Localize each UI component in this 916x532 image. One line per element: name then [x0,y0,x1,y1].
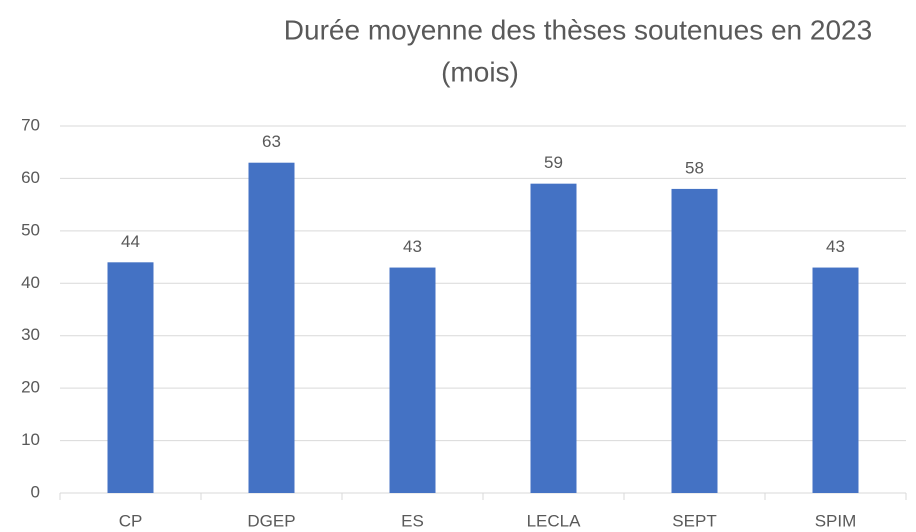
y-tick-label: 30 [21,325,40,344]
y-tick-label: 60 [21,168,40,187]
x-tick-label: LECLA [527,511,582,530]
bar [248,162,295,493]
x-tick-label: CP [119,511,143,530]
y-tick-label: 40 [21,273,40,292]
x-tick-label: DGEP [247,511,295,530]
y-tick-label: 10 [21,430,40,449]
data-label: 58 [685,158,704,177]
y-tick-label: 50 [21,220,40,239]
bar [671,188,718,493]
y-tick-label: 0 [31,482,40,501]
data-label: 44 [121,232,140,251]
x-tick-label: SPIM [815,511,857,530]
data-label: 43 [826,237,845,256]
x-tick-label: ES [401,511,424,530]
y-tick-label: 70 [21,115,40,134]
y-tick-label: 20 [21,378,40,397]
data-label: 43 [403,237,422,256]
chart-title: Durée moyenne des thèses soutenues en 20… [284,14,872,45]
data-label: 63 [262,132,281,151]
chart-title: (mois) [441,56,519,87]
bar [389,267,436,493]
data-label: 59 [544,153,563,172]
bar [107,262,154,493]
x-tick-label: SEPT [672,511,716,530]
bar [812,267,859,493]
bar [530,183,577,493]
